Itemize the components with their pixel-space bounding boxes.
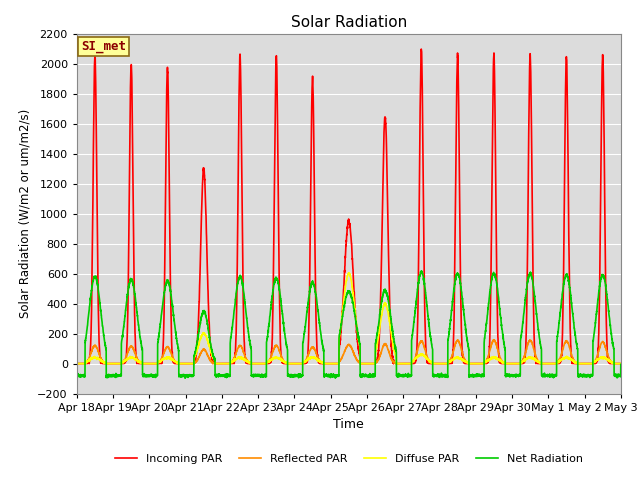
Net Radiation [441,373,449,379]
Reflected PAR [440,361,448,367]
Incoming PAR [171,360,179,366]
Incoming PAR [617,361,625,367]
Incoming PAR [502,361,509,367]
Net Radiation [181,375,189,381]
Diffuse PAR [616,361,624,367]
Diffuse PAR [171,358,179,364]
Reflected PAR [502,361,509,367]
Diffuse PAR [73,361,81,367]
Line: Net Radiation: Net Radiation [77,271,621,378]
Diffuse PAR [345,270,353,276]
Y-axis label: Solar Radiation (W/m2 or um/m2/s): Solar Radiation (W/m2 or um/m2/s) [19,109,32,318]
Title: Solar Radiation: Solar Radiation [291,15,407,30]
Reflected PAR [328,361,336,367]
X-axis label: Time: Time [333,418,364,431]
Reflected PAR [616,361,624,367]
Net Radiation [502,372,509,378]
Legend: Incoming PAR, Reflected PAR, Diffuse PAR, Net Radiation: Incoming PAR, Reflected PAR, Diffuse PAR… [110,450,588,468]
Incoming PAR [441,361,449,367]
Net Radiation [616,373,624,379]
Net Radiation [171,321,179,327]
Diffuse PAR [441,361,449,367]
Line: Incoming PAR: Incoming PAR [77,49,621,364]
Text: SI_met: SI_met [81,40,126,53]
Incoming PAR [328,361,336,367]
Incoming PAR [73,361,81,367]
Incoming PAR [417,46,425,52]
Net Radiation [617,361,625,367]
Reflected PAR [471,361,479,367]
Line: Diffuse PAR: Diffuse PAR [77,273,621,364]
Diffuse PAR [471,361,479,367]
Net Radiation [471,373,479,379]
Net Radiation [417,268,425,274]
Reflected PAR [171,358,179,364]
Line: Reflected PAR: Reflected PAR [77,340,621,364]
Incoming PAR [471,361,479,367]
Net Radiation [329,374,337,380]
Net Radiation [73,373,81,379]
Diffuse PAR [328,361,336,367]
Reflected PAR [454,337,462,343]
Diffuse PAR [502,361,509,367]
Incoming PAR [616,361,624,367]
Reflected PAR [73,361,81,367]
Reflected PAR [617,361,625,367]
Diffuse PAR [617,361,625,367]
